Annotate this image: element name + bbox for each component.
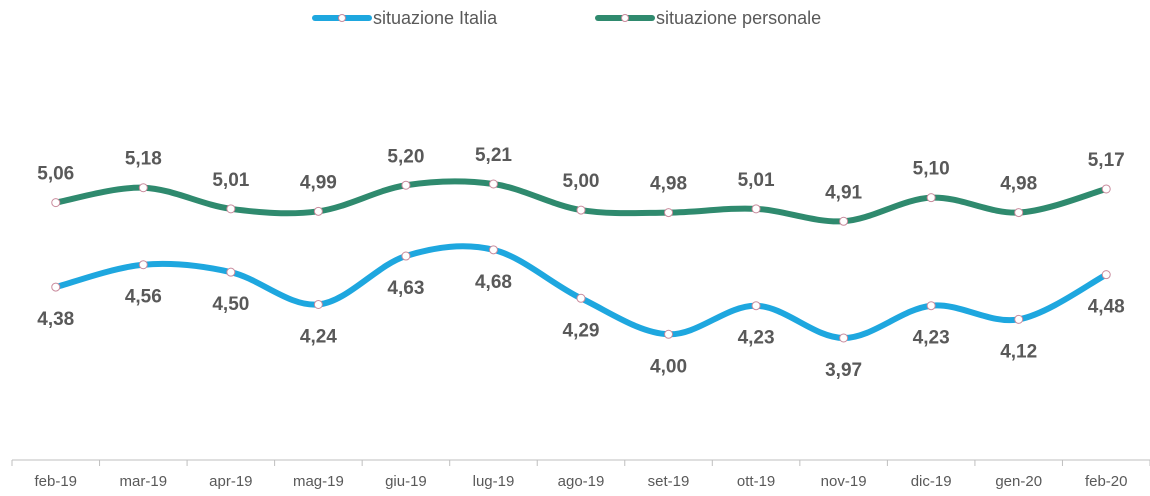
x-tick-label: dic-19 bbox=[911, 473, 952, 490]
x-tick-label: mar-19 bbox=[120, 473, 168, 490]
data-label: 4,12 bbox=[1000, 341, 1037, 362]
data-label: 4,00 bbox=[650, 356, 687, 377]
point bbox=[1101, 270, 1111, 280]
legend-marker bbox=[338, 14, 346, 22]
data-label: 5,01 bbox=[212, 170, 249, 191]
point bbox=[401, 251, 411, 261]
point bbox=[313, 206, 323, 216]
point bbox=[751, 204, 761, 214]
x-tick-label: feb-20 bbox=[1085, 473, 1128, 490]
data-label: 4,98 bbox=[1000, 174, 1037, 195]
point bbox=[488, 245, 498, 255]
x-tick-label: ago-19 bbox=[558, 473, 605, 490]
point bbox=[401, 180, 411, 190]
data-label: 4,48 bbox=[1088, 297, 1125, 318]
data-label: 4,50 bbox=[212, 294, 249, 315]
point bbox=[138, 183, 148, 193]
x-tick-label: set-19 bbox=[648, 473, 690, 490]
point bbox=[839, 333, 849, 343]
point bbox=[226, 204, 236, 214]
point bbox=[313, 299, 323, 309]
point bbox=[226, 267, 236, 277]
data-label: 4,24 bbox=[300, 326, 337, 347]
data-label: 4,56 bbox=[125, 287, 162, 308]
data-label: 4,38 bbox=[37, 309, 74, 330]
point bbox=[664, 329, 674, 339]
data-label: 5,20 bbox=[387, 146, 424, 167]
x-tick-label: apr-19 bbox=[209, 473, 252, 490]
x-tick-label: gen-20 bbox=[995, 473, 1042, 490]
data-label: 5,17 bbox=[1088, 150, 1125, 171]
x-tick-label: feb-19 bbox=[34, 473, 77, 490]
point bbox=[1014, 314, 1024, 324]
point bbox=[488, 179, 498, 189]
point bbox=[926, 193, 936, 203]
data-label: 4,98 bbox=[650, 174, 687, 195]
x-tick-label: ott-19 bbox=[737, 473, 775, 490]
data-label: 3,97 bbox=[825, 360, 862, 381]
point bbox=[576, 205, 586, 215]
data-label: 4,99 bbox=[300, 172, 337, 193]
x-tick-label: mag-19 bbox=[293, 473, 344, 490]
data-label: 5,21 bbox=[475, 145, 512, 166]
data-label: 5,00 bbox=[563, 171, 600, 192]
legend-marker bbox=[621, 14, 629, 22]
data-label: 5,10 bbox=[913, 159, 950, 180]
data-label: 4,63 bbox=[387, 278, 424, 299]
point bbox=[1101, 184, 1111, 194]
point bbox=[751, 301, 761, 311]
point bbox=[51, 282, 61, 292]
data-label: 4,29 bbox=[563, 320, 600, 341]
data-label: 4,91 bbox=[825, 182, 862, 203]
data-label: 5,01 bbox=[738, 170, 775, 191]
x-tick-label: nov-19 bbox=[821, 473, 867, 490]
point bbox=[839, 216, 849, 226]
point bbox=[926, 301, 936, 311]
point bbox=[1014, 208, 1024, 218]
point bbox=[576, 293, 586, 303]
point bbox=[51, 198, 61, 208]
point bbox=[664, 208, 674, 218]
x-tick-label: giu-19 bbox=[385, 473, 427, 490]
data-label: 4,23 bbox=[738, 328, 775, 349]
data-label: 4,23 bbox=[913, 328, 950, 349]
data-label: 4,68 bbox=[475, 272, 512, 293]
legend-label: situazione personale bbox=[656, 8, 821, 28]
legend-label: situazione Italia bbox=[373, 8, 498, 28]
data-label: 5,06 bbox=[37, 164, 74, 185]
point bbox=[138, 260, 148, 270]
x-tick-label: lug-19 bbox=[473, 473, 515, 490]
data-label: 5,18 bbox=[125, 149, 162, 170]
